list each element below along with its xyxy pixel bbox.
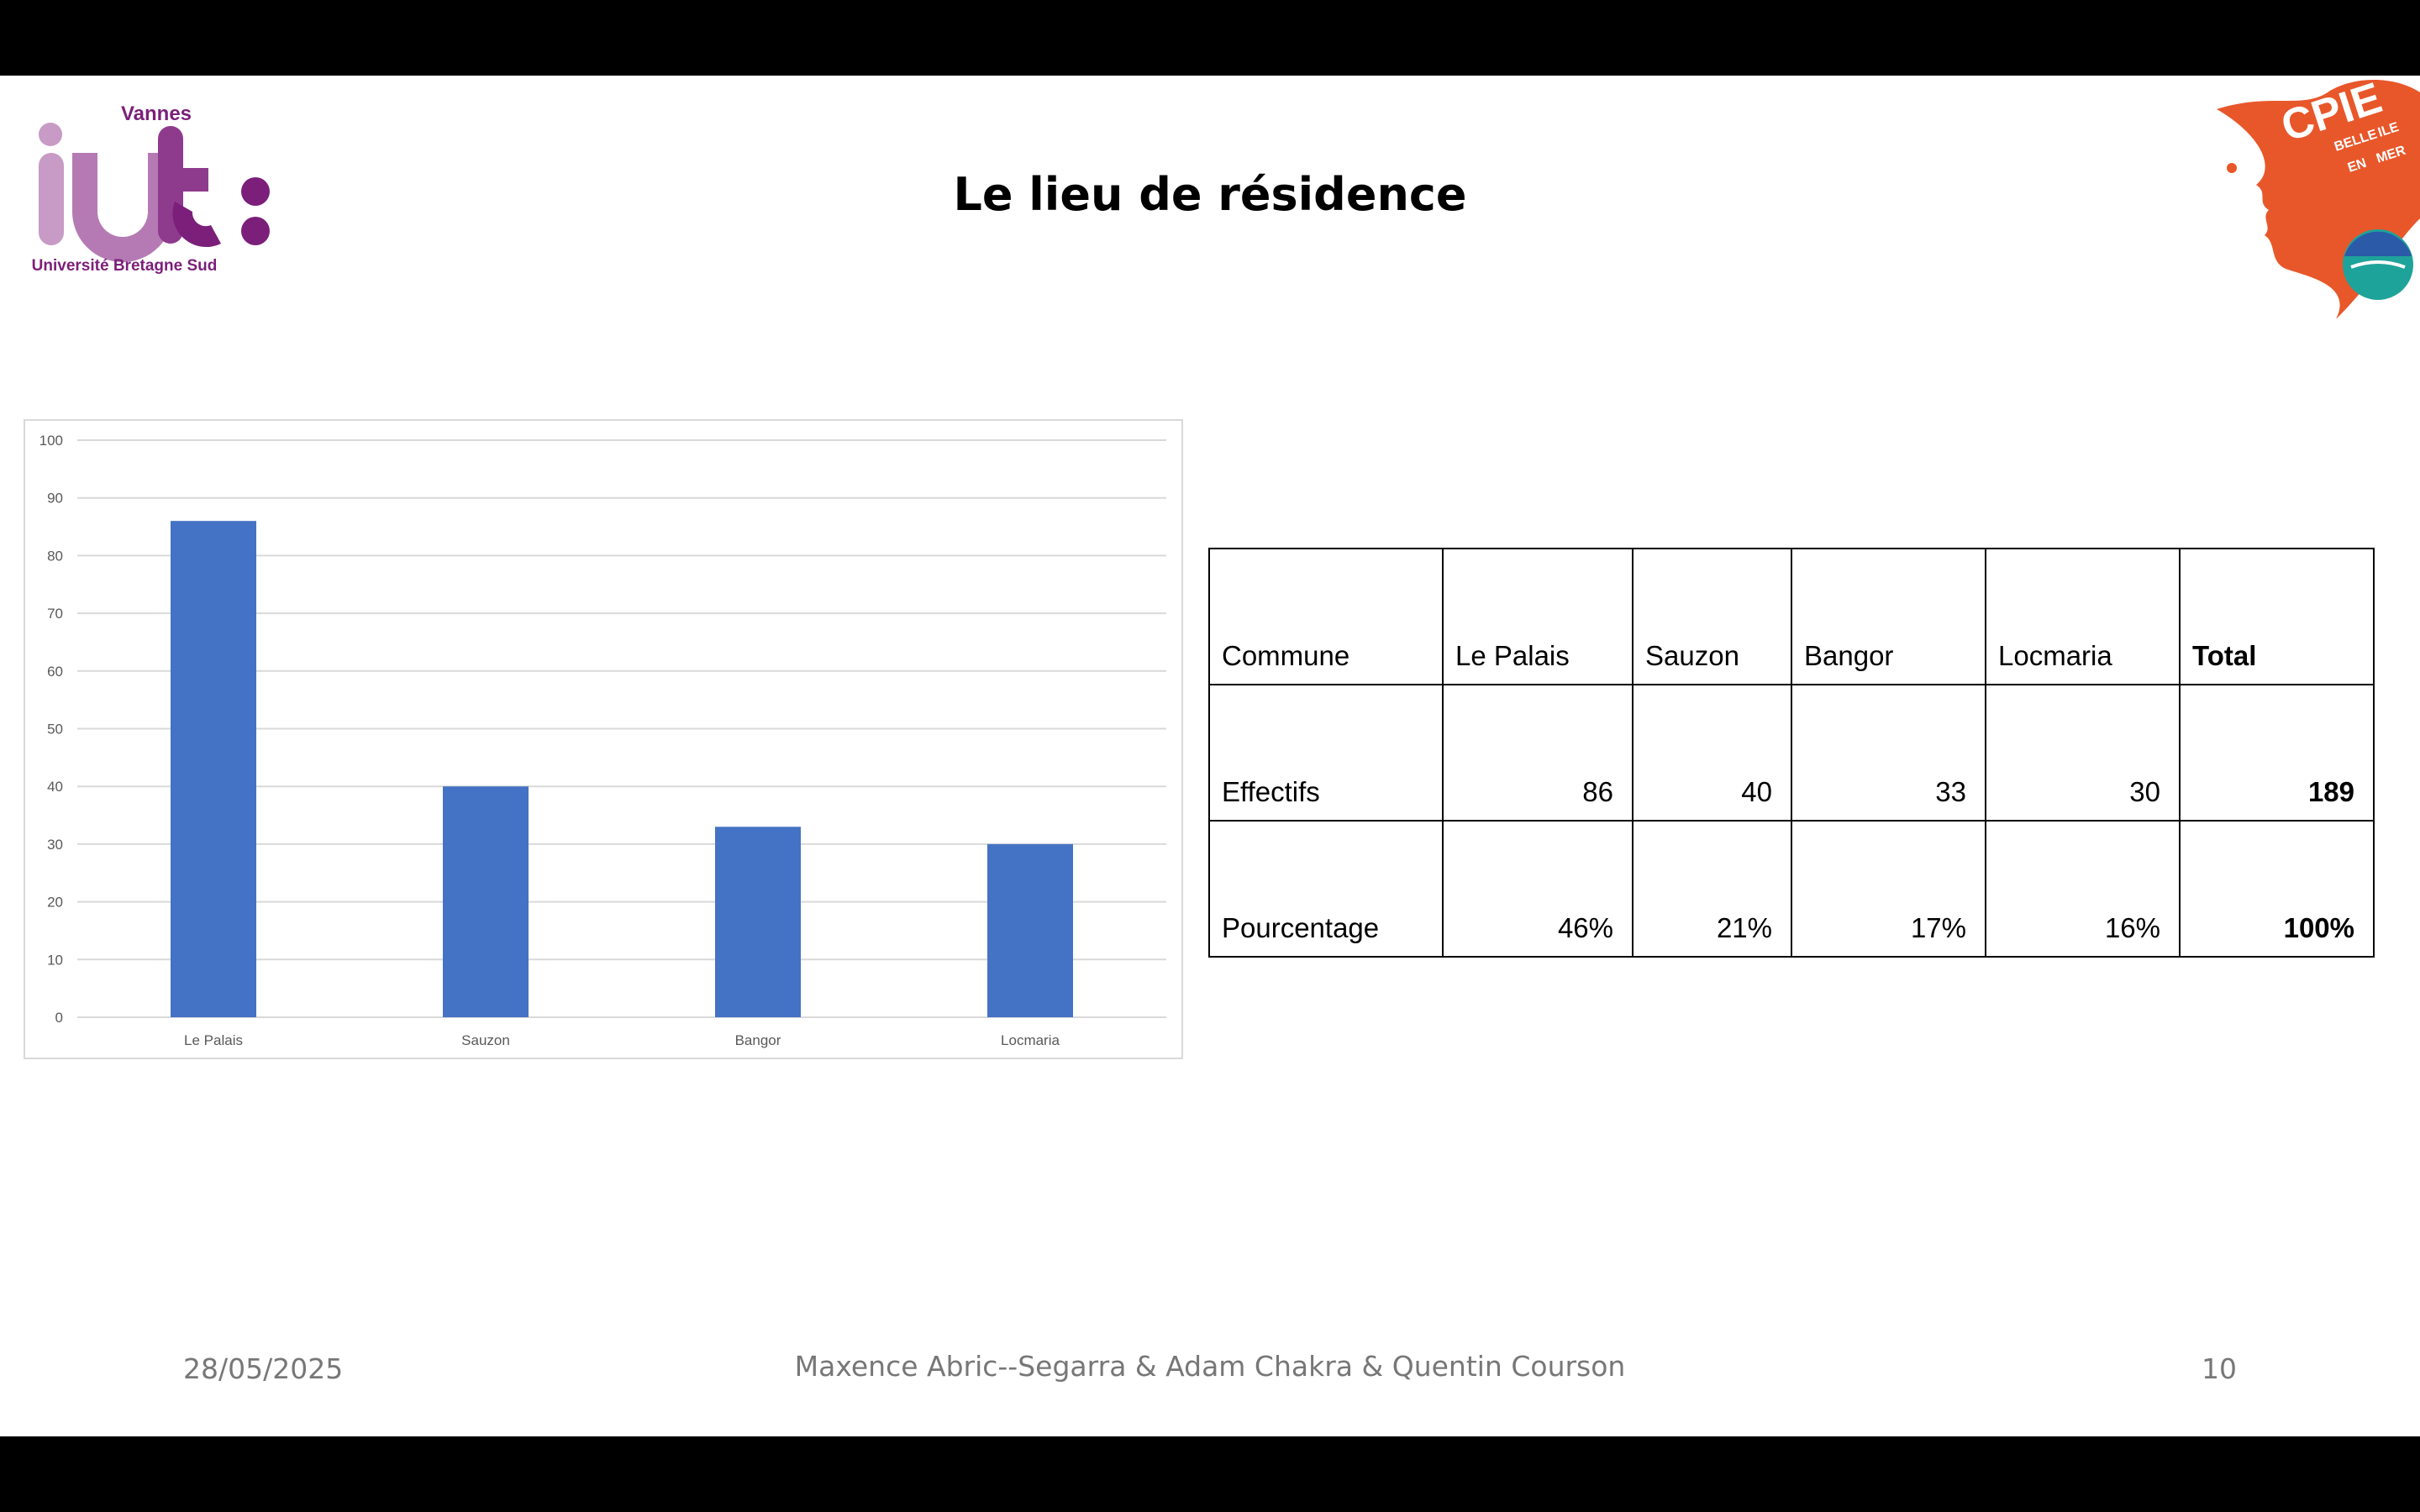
table-cell: 46% (1442, 820, 1634, 958)
row-label: Effectifs (1208, 684, 1444, 822)
table-cell: Bangor (1791, 548, 1986, 685)
table-row: Commune Le Palais Sauzon Bangor Locmaria Tota… (1208, 548, 2375, 685)
table-cell: 86 (1442, 684, 1634, 822)
y-tick-label: 60 (47, 664, 63, 680)
svg-text:ILE: ILE (2376, 120, 2401, 140)
table-total-cell: 189 (2179, 684, 2375, 822)
table-cell: 30 (1985, 684, 2181, 822)
x-tick-label: Sauzon (461, 1032, 510, 1048)
bar (443, 786, 529, 1017)
y-tick-label: 40 (47, 779, 63, 795)
x-tick-label: Locmaria (1001, 1032, 1060, 1048)
bar (987, 843, 1073, 1017)
bar-chart: 0 10 20 30 40 50 60 70 80 90 100 Le Palais Sauzon Ban… (24, 419, 1183, 1059)
table-row: Pourcentage 46% 21% 17% 16% 100% (1208, 820, 2375, 958)
bar (715, 827, 801, 1017)
table-row: Effectifs 86 40 33 30 189 (1208, 684, 2375, 822)
table-cell: Le Palais (1442, 548, 1634, 685)
table-total-cell: 100% (2179, 820, 2375, 958)
table-cell: Locmaria (1985, 548, 2181, 685)
y-tick-label: 20 (47, 895, 63, 911)
slide-title: Le lieu de résidence (953, 168, 1467, 221)
y-tick-label: 70 (47, 606, 63, 622)
table-cell: 16% (1985, 820, 2181, 958)
page-number: 10 (2202, 1352, 2237, 1385)
svg-text:Université Bretagne Sud: Université Bretagne Sud (32, 257, 217, 275)
row-label: Pourcentage (1208, 820, 1444, 958)
bar-chart-svg: 0 10 20 30 40 50 60 70 80 90 100 Le Palais Sauzon Ban… (39, 433, 1166, 1048)
footer-authors: Maxence Abric--Segarra & Adam Chakra & Q… (794, 1350, 1626, 1383)
footer-date: 28/05/2025 (183, 1352, 344, 1385)
row-label: Commune (1208, 548, 1444, 685)
residence-table: Commune Le Palais Sauzon Bangor Locmaria Tota… (1208, 548, 2375, 958)
y-tick-label: 100 (39, 433, 63, 449)
y-tick-label: 0 (55, 1010, 63, 1026)
y-tick-label: 90 (47, 491, 63, 507)
y-tick-label: 30 (47, 837, 63, 853)
bar (171, 521, 256, 1017)
svg-text:Vannes: Vannes (121, 102, 192, 125)
y-tick-label: 10 (47, 952, 63, 968)
svg-text:EN: EN (2346, 156, 2368, 176)
slide: Vannes Université Bretagne Sud Le lieu d… (0, 76, 2420, 1436)
table-cell: Sauzon (1632, 548, 1792, 685)
table-cell: 21% (1632, 820, 1792, 958)
table-total-cell: Total (2179, 548, 2375, 685)
table-cell: 17% (1791, 820, 1986, 958)
cpie-belle-ile-logo: CPIE BELLE ILE EN MER (2217, 76, 2420, 319)
x-tick-label: Bangor (735, 1032, 781, 1048)
table-cell: 40 (1632, 684, 1792, 822)
iut-vannes-logo: Vannes Université Bretagne Sud (32, 102, 270, 275)
table-cell: 33 (1791, 684, 1986, 822)
y-tick-label: 80 (47, 548, 63, 564)
x-tick-label: Le Palais (184, 1032, 243, 1048)
y-tick-label: 50 (47, 722, 63, 738)
